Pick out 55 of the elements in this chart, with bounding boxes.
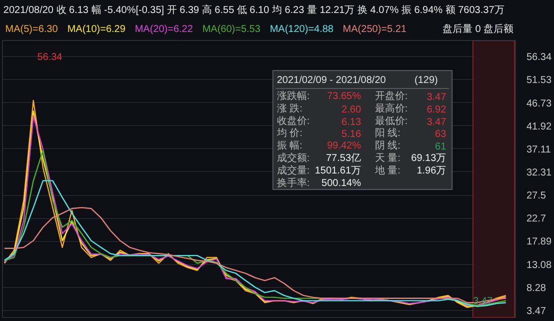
annotation: 5.16 — [342, 129, 362, 140]
annotation: 均 价: — [276, 127, 302, 140]
annotation: 成交额: — [276, 152, 310, 164]
text: MA(10)=6.29 — [67, 24, 126, 35]
annotation: 收盘价: — [276, 114, 310, 127]
y-tick-label: 56.34 — [526, 52, 552, 64]
annotation: 地 量: — [374, 164, 400, 176]
text: MA(250)=5.21 — [342, 24, 407, 35]
y-tick-label: 46.73 — [526, 98, 552, 110]
annotation: 99.42% — [327, 140, 362, 152]
y-tick-label: 32.31 — [526, 167, 552, 178]
text: MA(20)=6.22 — [134, 24, 194, 35]
annotation: 天 量: — [374, 153, 400, 164]
annotation: 2021/02/09 - 2021/08/20 — [276, 75, 386, 86]
annotation: 最低价: — [374, 114, 408, 127]
y-tick-label: 51.53 — [526, 75, 552, 86]
text: MA(60)=5.53 — [202, 24, 261, 35]
annotation: 涨跌幅: — [276, 90, 310, 102]
annotation: 1.96万 — [416, 165, 446, 176]
annotation: 61 — [435, 142, 447, 153]
y-tick-label: 3.47 — [526, 306, 546, 317]
annotation: (129) — [414, 75, 438, 86]
annotation: 振 幅: — [276, 140, 302, 152]
annotation: 涨 跌: — [276, 102, 302, 114]
annotation: 500.14% — [322, 178, 362, 189]
annotation: 6.92 — [426, 104, 447, 116]
chart-title: 2021/08/20 收 6.13 幅 -5.40%[-0.35] 开 6.39 高 6.55 低 6.10 均 6.23 量 12.21万 换 4.07% 振 6.94% 额 7603.37万 — [3, 4, 504, 16]
annotation: 69.13万 — [411, 153, 446, 164]
annotation: 成交量: — [276, 164, 310, 176]
annotation: 3.47 — [473, 296, 493, 307]
y-tick-label: 41.92 — [526, 121, 552, 132]
annotation: 开盘价: — [374, 90, 408, 102]
annotation: 6.13 — [342, 116, 362, 128]
annotation: 3.47 — [426, 116, 447, 128]
y-tick-label: 37.11 — [526, 144, 552, 156]
annotation: 77.53亿 — [326, 153, 362, 164]
y-tick-label: 13.08 — [526, 260, 552, 271]
annotation: 1501.61万 — [314, 165, 362, 176]
y-tick-label: 22.7 — [526, 214, 546, 225]
line-series — [4, 206, 506, 304]
annotation: 3.47 — [426, 92, 447, 103]
annotation: 56.34 — [37, 52, 63, 63]
annotation: 63 — [435, 129, 447, 140]
annotation: 2.60 — [342, 104, 362, 116]
annotation: 阳 线: — [374, 127, 400, 140]
annotation: 阴 线: — [374, 140, 400, 152]
text: MA(5)=6.30 — [5, 24, 58, 35]
text: 盘后量 0 盘后额 — [442, 23, 514, 35]
y-tick-label: 8.28 — [526, 282, 546, 294]
y-tick-label: 27.5 — [526, 190, 546, 202]
annotation: 换手率: — [276, 176, 310, 189]
text: MA(120)=4.88 — [270, 24, 334, 35]
y-tick-label: 17.89 — [526, 236, 552, 248]
annotation: 最高价: — [374, 102, 408, 114]
annotation: 73.65% — [327, 91, 362, 102]
